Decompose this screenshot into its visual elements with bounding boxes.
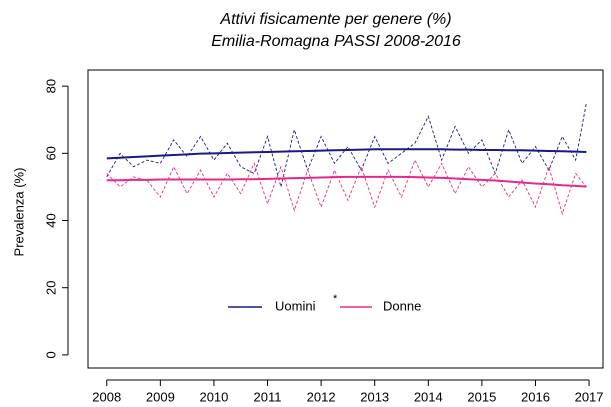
y-tick-label: 40 xyxy=(43,213,58,227)
trend-line xyxy=(106,148,587,160)
x-tick-label: 2012 xyxy=(307,389,336,404)
trend-line xyxy=(106,175,587,188)
x-tick-label: 2017 xyxy=(575,389,604,404)
chart-title: Attivi fisicamente per genere (%) xyxy=(219,11,451,28)
x-tick-label: 2008 xyxy=(92,389,121,404)
y-tick-label: 60 xyxy=(43,146,58,160)
x-tick-label: 2009 xyxy=(146,389,175,404)
x-tick-label: 2014 xyxy=(414,389,443,404)
y-axis-label: Prevalenza (%) xyxy=(11,168,26,257)
x-tick-label: 2010 xyxy=(199,389,228,404)
x-tick-label: 2016 xyxy=(521,389,550,404)
chart-subtitle: Emilia-Romagna PASSI 2008-2016 xyxy=(211,33,461,50)
plot-frame xyxy=(87,69,604,369)
data-line xyxy=(106,102,587,188)
annotation: * xyxy=(333,293,338,305)
x-tick-label: 2011 xyxy=(254,389,282,404)
x-tick-label: 2013 xyxy=(360,389,389,404)
legend-label: Uomini xyxy=(275,298,316,313)
legend-label: Donne xyxy=(383,298,421,313)
y-tick-label: 0 xyxy=(43,351,58,358)
y-tick-label: 20 xyxy=(43,280,58,294)
x-tick-label: 2015 xyxy=(467,389,496,404)
data-line xyxy=(106,158,587,216)
y-tick-label: 80 xyxy=(43,79,58,93)
